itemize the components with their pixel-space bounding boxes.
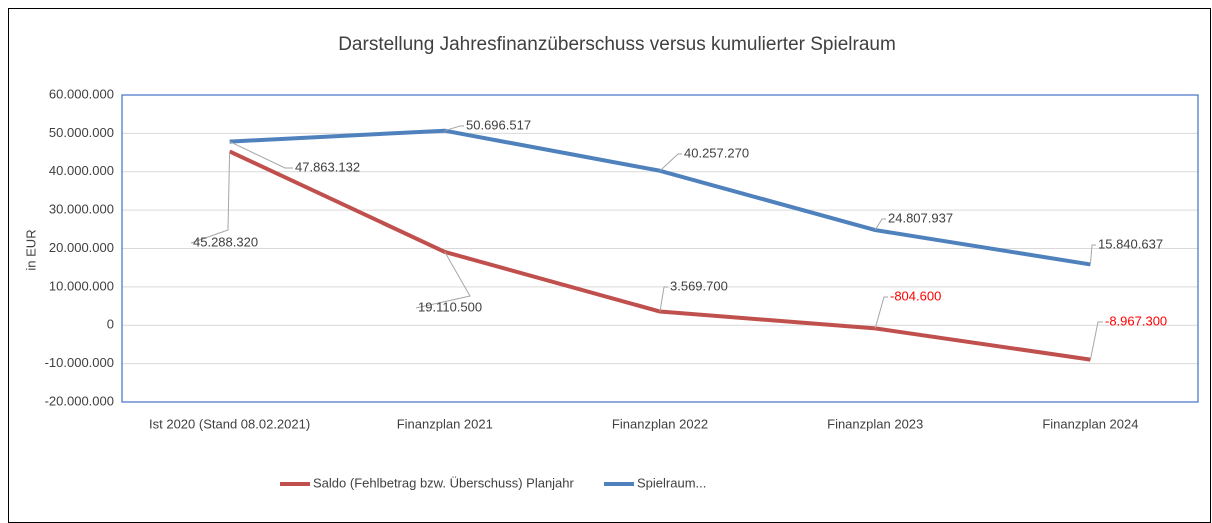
leader-line [229, 141, 293, 169]
x-tick-label: Finanzplan 2021 [397, 416, 493, 431]
y-tick-label: 20.000.000 [49, 240, 114, 255]
leader-line [1089, 321, 1103, 360]
plot-border [121, 94, 1199, 403]
data-label: 50.696.517 [466, 117, 531, 132]
chart-frame [8, 8, 1211, 523]
y-tick-label: 10.000.000 [49, 278, 114, 293]
y-tick-label: 60.000.000 [49, 86, 114, 101]
data-label: -8.967.300 [1105, 313, 1167, 328]
data-label: 40.257.270 [684, 145, 749, 160]
x-tick-label: Finanzplan 2023 [827, 416, 923, 431]
legend-label: Spielraum... [637, 475, 706, 490]
y-tick-label: -10.000.000 [45, 355, 114, 370]
data-label: 47.863.132 [295, 159, 360, 174]
data-label: 3.569.700 [670, 278, 728, 293]
leader-line [415, 251, 471, 309]
data-label: 45.288.320 [193, 234, 258, 249]
x-tick-label: Finanzplan 2024 [1042, 416, 1138, 431]
legend-label: Saldo (Fehlbetrag bzw. Überschuss) Planj… [313, 475, 575, 490]
y-tick-label: 0 [107, 317, 114, 332]
leader-line [874, 218, 886, 231]
y-tick-label: 40.000.000 [49, 163, 114, 178]
leader-line [659, 153, 682, 172]
leader-line [444, 125, 464, 132]
leader-line [1089, 244, 1096, 265]
y-tick-label: 50.000.000 [49, 125, 114, 140]
leader-line [874, 296, 888, 329]
y-tick-label: -20.000.000 [45, 393, 114, 408]
y-axis-label: in EUR [23, 229, 38, 270]
chart-title: Darstellung Jahresfinanzüberschuss versu… [338, 34, 896, 55]
leader-line [190, 151, 231, 244]
data-label: 19.110.500 [418, 299, 482, 314]
y-tick-label: 30.000.000 [49, 202, 114, 217]
x-tick-label: Finanzplan 2022 [612, 416, 708, 431]
data-label: 24.807.937 [888, 210, 953, 225]
x-tick-label: Ist 2020 (Stand 08.02.2021) [149, 416, 310, 431]
data-label: -804.600 [890, 288, 941, 303]
leader-line [659, 286, 668, 312]
data-label: 15.840.637 [1098, 236, 1163, 251]
